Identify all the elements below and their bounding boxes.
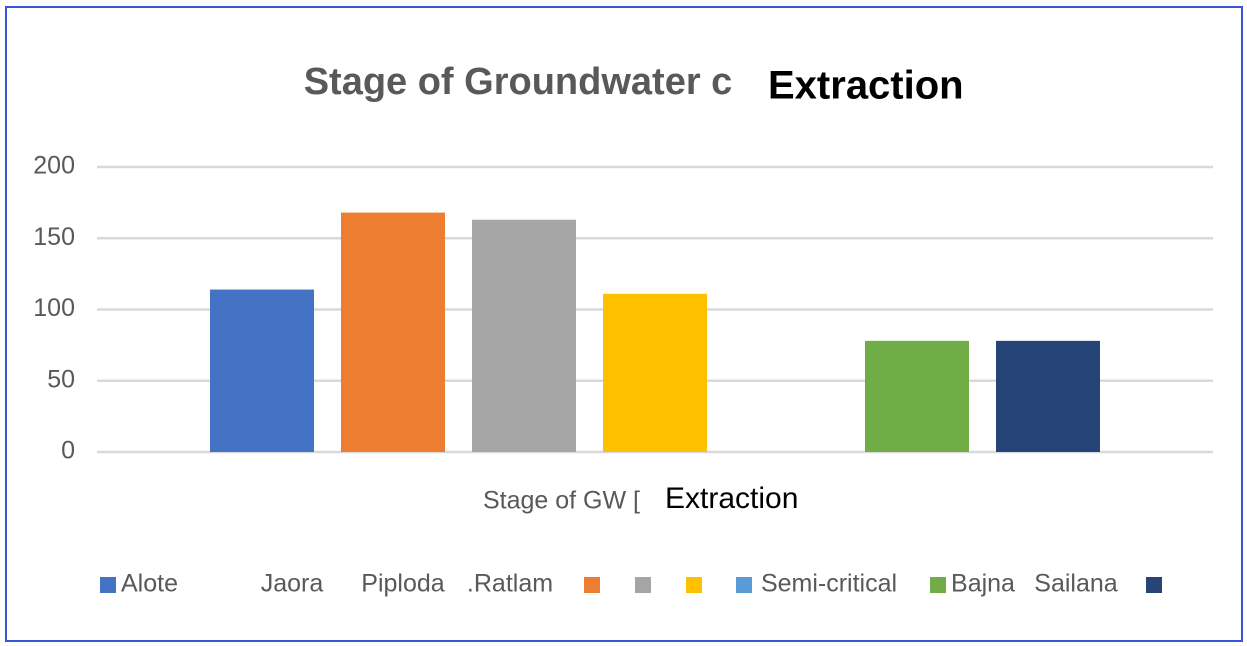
legend-swatch — [686, 577, 702, 593]
bar — [472, 219, 576, 452]
legend-label: Jaora — [261, 570, 324, 598]
legend-swatch — [635, 577, 651, 593]
y-tick-label: 50 — [47, 365, 75, 393]
y-tick-label: 100 — [33, 294, 75, 322]
legend-swatch — [584, 577, 600, 593]
legend-swatch — [100, 577, 116, 593]
legend-label: Alote — [121, 570, 178, 598]
y-tick-label: 150 — [33, 223, 75, 251]
legend-label: .Ratlam — [467, 570, 553, 598]
chart-title-overlay: Extraction — [768, 64, 964, 108]
bar — [865, 340, 969, 452]
chart-title: Stage of Groundwater c — [304, 61, 733, 103]
legend-swatch — [736, 577, 752, 593]
legend-label: Bajna — [951, 570, 1015, 598]
legend-label: Sailana — [1034, 570, 1117, 598]
y-tick-label: 200 — [33, 152, 75, 180]
legend-label: Semi-critical — [761, 570, 897, 598]
legend-swatch — [930, 577, 946, 593]
legend-label: Piploda — [361, 570, 444, 598]
bar — [341, 212, 445, 452]
bar — [210, 289, 314, 452]
bar — [603, 293, 707, 452]
legend-swatch — [1146, 577, 1162, 593]
y-tick-label: 0 — [61, 437, 75, 465]
x-axis-label: Stage of GW [ — [483, 487, 640, 515]
title-cover — [735, 58, 1005, 114]
bar — [996, 340, 1100, 452]
x-axis-label-overlay: Extraction — [665, 482, 798, 515]
